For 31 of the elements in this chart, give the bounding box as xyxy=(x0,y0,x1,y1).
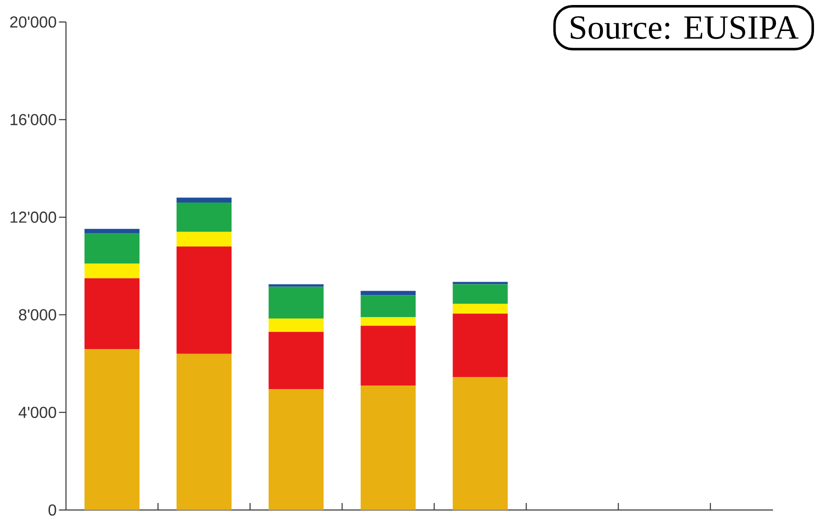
bar xyxy=(176,246,232,354)
y-tick-label: 8'000 xyxy=(18,309,56,320)
y-tick-label: 4'000 xyxy=(18,406,56,418)
bar xyxy=(452,314,508,378)
bar xyxy=(360,317,416,326)
bar xyxy=(452,304,508,314)
bar xyxy=(84,348,140,510)
bar xyxy=(84,278,140,349)
bar xyxy=(268,332,324,390)
bar xyxy=(176,354,232,510)
y-tick-label: 20'000 xyxy=(10,16,56,28)
bar xyxy=(176,202,232,232)
y-tick-label: 0 xyxy=(48,504,56,516)
bar xyxy=(84,228,140,234)
source-note: Source: EUSIPA xyxy=(570,16,799,40)
bar xyxy=(452,282,508,284)
y-tick-label: 12'000 xyxy=(10,212,56,223)
bar xyxy=(360,295,416,318)
bar xyxy=(452,284,508,304)
bar xyxy=(452,377,508,510)
bar xyxy=(360,386,416,510)
y-tick-label: 16'000 xyxy=(10,114,56,126)
bar xyxy=(84,233,140,264)
bar xyxy=(176,232,232,246)
bar xyxy=(268,286,324,318)
bar xyxy=(360,326,416,386)
bar xyxy=(360,290,416,296)
bar xyxy=(84,264,140,278)
bar xyxy=(176,198,232,203)
bar xyxy=(268,389,324,510)
bar xyxy=(268,318,324,332)
